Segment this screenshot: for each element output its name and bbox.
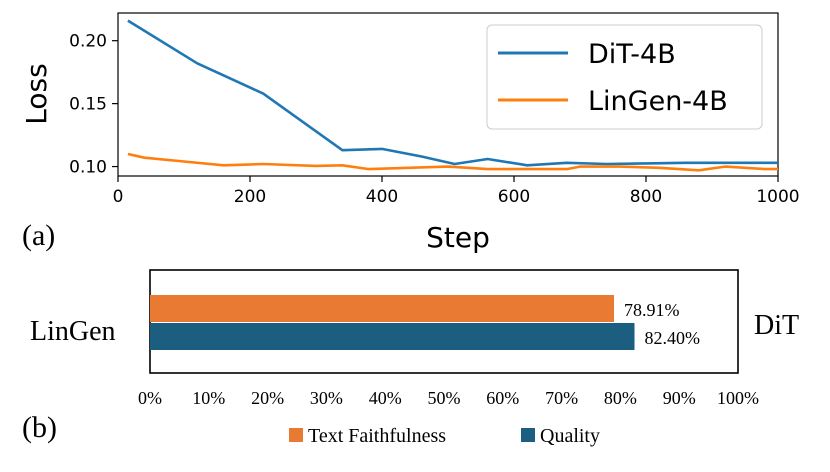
series-line-lingen-4b bbox=[127, 152, 778, 172]
x-tick-label: 20% bbox=[251, 388, 284, 408]
x-tick-label: 40% bbox=[369, 388, 402, 408]
x-axis-label: Step bbox=[426, 221, 490, 254]
x-axis-ticks: 0 200 400 600 800 1000 bbox=[113, 176, 800, 207]
x-tick-label: 200 bbox=[234, 187, 266, 207]
left-model-label: LinGen bbox=[30, 316, 116, 347]
right-model-label: DiT bbox=[754, 310, 799, 341]
legend-label-text-faithfulness: Text Faithfulness bbox=[308, 425, 446, 447]
legend-label-lingen: LinGen-4B bbox=[588, 86, 728, 117]
bar-value-label: 82.40% bbox=[645, 328, 701, 348]
y-axis-label: Loss bbox=[20, 63, 53, 124]
x-tick-label: 0% bbox=[138, 388, 162, 408]
legend-label-dit: DiT-4B bbox=[588, 39, 676, 70]
legend-box bbox=[486, 24, 763, 130]
x-tick-label: 600 bbox=[498, 187, 530, 207]
legend-label-quality: Quality bbox=[540, 425, 600, 447]
bar-text-faithfulness bbox=[150, 295, 614, 322]
x-tick-label: 80% bbox=[604, 388, 637, 408]
x-tick-label: 800 bbox=[630, 187, 662, 207]
x-tick-label: 10% bbox=[192, 388, 225, 408]
series-line-dit-4b bbox=[127, 19, 778, 167]
plot-frame-a bbox=[117, 12, 779, 177]
y-tick-label: 0.15 bbox=[69, 95, 107, 115]
y-tick-label: 0.20 bbox=[69, 32, 107, 52]
x-tick-label: 70% bbox=[545, 388, 578, 408]
x-tick-label: 400 bbox=[366, 187, 398, 207]
x-tick-label: 90% bbox=[663, 388, 696, 408]
panel-b-label: (b) bbox=[22, 411, 57, 444]
y-tick-label: 0.10 bbox=[69, 158, 107, 178]
x-tick-label: 50% bbox=[428, 388, 461, 408]
x-tick-label: 30% bbox=[310, 388, 343, 408]
bar-value-label: 78.91% bbox=[624, 300, 680, 320]
x-axis-tick-labels: 0% 10% 20% 30% 40% 50% 60% 70% 80% 90% 100% bbox=[138, 388, 759, 408]
bar-quality bbox=[150, 323, 635, 350]
legend-swatch-text-faithfulness bbox=[289, 428, 303, 442]
x-tick-label: 60% bbox=[486, 388, 519, 408]
win-rate-bar-chart: 78.91% 82.40% 0% 10% 20% 30% 40% 50% 60% 70% 80% 9… bbox=[22, 269, 799, 447]
x-tick-label: 1000 bbox=[756, 187, 799, 207]
y-axis-ticks: 0.10 0.15 0.20 bbox=[69, 32, 118, 178]
panel-a-label: (a) bbox=[22, 219, 55, 252]
series-lines bbox=[127, 19, 778, 172]
loss-line-chart: 0 200 400 600 800 1000 0.10 0.15 0.20 Loss Step… bbox=[20, 12, 800, 254]
x-tick-label: 0 bbox=[113, 187, 124, 207]
x-tick-label: 100% bbox=[717, 388, 759, 408]
bars: 78.91% 82.40% bbox=[150, 295, 700, 350]
legend-b: Text Faithfulness Quality bbox=[289, 425, 600, 447]
legend-swatch-quality bbox=[521, 428, 535, 442]
legend-a: DiT-4B LinGen-4B bbox=[486, 24, 763, 130]
